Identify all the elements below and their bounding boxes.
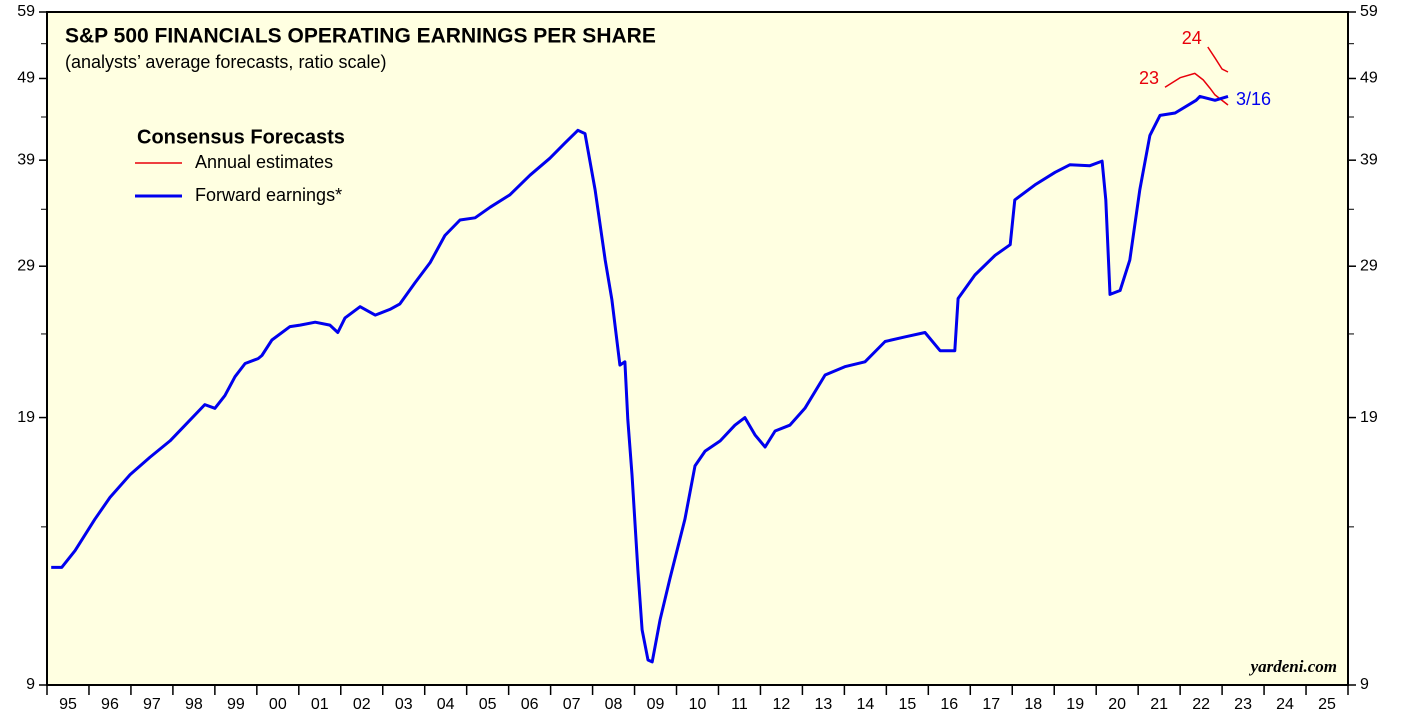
x-tick-label: 96 (101, 696, 119, 713)
x-tick-label: 24 (1276, 696, 1294, 713)
x-tick-label: 06 (521, 696, 539, 713)
y-tick-label: 59 (17, 3, 35, 20)
x-tick-label: 04 (437, 696, 455, 713)
y2-tick-label: 29 (1360, 257, 1378, 274)
y2-tick-label: 39 (1360, 151, 1378, 168)
y-tick-label: 29 (17, 257, 35, 274)
y2-tick-label: 19 (1360, 409, 1378, 426)
x-tick-label: 01 (311, 696, 329, 713)
line-series (51, 94, 1229, 664)
x-tick-label: 99 (227, 696, 245, 713)
annotation: 23 (1139, 68, 1159, 88)
x-tick-label: 03 (395, 696, 413, 713)
source: yardeni.com (1249, 657, 1337, 676)
x-tick-label: 25 (1318, 696, 1336, 713)
chart-title: S&P 500 FINANCIALS OPERATING EARNINGS PE… (65, 25, 656, 48)
x-tick-label: 08 (605, 696, 623, 713)
line-series (1164, 72, 1229, 106)
x-tick-label: 16 (940, 696, 958, 713)
x-tick-label: 19 (1066, 696, 1084, 713)
x-tick-label: 20 (1108, 696, 1126, 713)
x-tick-label: 97 (143, 696, 161, 713)
x-tick-label: 00 (269, 696, 287, 713)
chart-subtitle: (analysts’ average forecasts, ratio scal… (65, 52, 386, 72)
x-tick-label: 95 (59, 696, 77, 713)
x-tick-label: 15 (898, 696, 916, 713)
x-tick-label: 05 (479, 696, 497, 713)
legend-label: Forward earnings* (195, 185, 342, 205)
x-tick-label: 18 (1024, 696, 1042, 713)
legend-title: Consensus Forecasts (137, 126, 345, 148)
y-tick-label: 39 (17, 151, 35, 168)
x-tick-label: 13 (815, 696, 833, 713)
x-tick-label: 14 (856, 696, 874, 713)
annotation: 24 (1182, 28, 1202, 48)
y-tick-label: 49 (17, 70, 35, 87)
x-tick-label: 11 (731, 696, 748, 713)
x-tick-label: 22 (1192, 696, 1210, 713)
x-tick-label: 12 (773, 696, 791, 713)
y2-tick-label: 59 (1360, 3, 1378, 20)
x-tick-label: 10 (689, 696, 707, 713)
x-tick-label: 09 (647, 696, 665, 713)
x-tick-label: 17 (982, 696, 1000, 713)
x-tick-label: 21 (1150, 696, 1168, 713)
y2-tick-label: 9 (1360, 676, 1369, 693)
x-tick-label: 23 (1234, 696, 1252, 713)
x-tick-label: 07 (563, 696, 581, 713)
x-tick-label: 98 (185, 696, 203, 713)
legend-label: Annual estimates (195, 152, 333, 172)
plot-area (46, 11, 1349, 686)
y-tick-label: 9 (26, 676, 35, 693)
x-tick-label: 02 (353, 696, 371, 713)
annotation: 3/16 (1236, 89, 1271, 109)
y-tick-label: 19 (17, 409, 35, 426)
y2-tick-label: 49 (1360, 70, 1378, 87)
line-series (1207, 46, 1229, 73)
